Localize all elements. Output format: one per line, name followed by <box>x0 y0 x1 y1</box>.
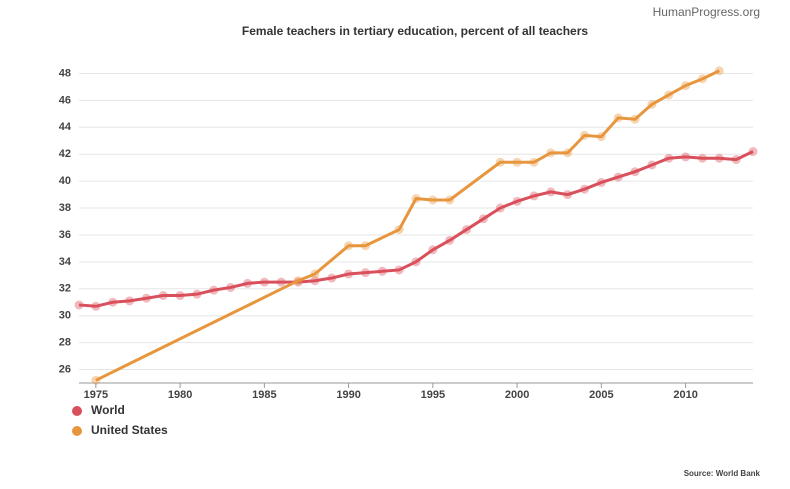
y-tick-label: 34 <box>59 256 72 268</box>
point <box>377 266 387 276</box>
point <box>125 296 135 306</box>
x-tick-label: 1990 <box>336 389 360 401</box>
point <box>512 157 522 167</box>
legend-label: World <box>91 403 125 417</box>
point <box>108 297 118 307</box>
point <box>310 269 320 279</box>
x-tick-label: 2000 <box>505 389 529 401</box>
point <box>714 66 724 76</box>
point <box>411 194 421 204</box>
point <box>563 190 573 200</box>
legend-swatch <box>72 426 82 436</box>
point <box>546 187 556 197</box>
point <box>731 155 741 165</box>
point <box>344 241 354 251</box>
x-tick-label: 2010 <box>673 389 697 401</box>
point <box>394 265 404 275</box>
point <box>445 235 455 245</box>
point <box>697 74 707 84</box>
point <box>630 114 640 124</box>
point <box>529 157 539 167</box>
point <box>360 241 370 251</box>
point <box>259 277 269 287</box>
watermark: HumanProgress.org <box>653 5 760 19</box>
point <box>293 276 303 286</box>
point <box>327 273 337 283</box>
point <box>344 269 354 279</box>
point <box>462 225 472 235</box>
point <box>428 245 438 255</box>
legend-label: United States <box>91 423 168 437</box>
point <box>714 153 724 163</box>
point <box>175 291 185 301</box>
point <box>360 268 370 278</box>
point <box>546 148 556 158</box>
x-tick-label: 1980 <box>168 389 192 401</box>
x-tick-label: 1995 <box>421 389 445 401</box>
point <box>580 130 589 140</box>
point <box>226 282 236 292</box>
point <box>411 257 421 267</box>
point <box>478 214 488 224</box>
point <box>647 160 657 170</box>
point <box>74 300 84 310</box>
y-tick-label: 38 <box>59 202 71 214</box>
point <box>445 195 455 205</box>
y-tick-label: 42 <box>59 148 71 160</box>
y-tick-label: 26 <box>59 363 71 375</box>
point <box>495 203 505 213</box>
point <box>748 147 758 157</box>
series-line <box>95 69 720 382</box>
point <box>664 153 674 163</box>
point <box>428 195 438 205</box>
y-tick-label: 48 <box>59 67 71 79</box>
point <box>276 277 286 287</box>
point <box>664 90 674 100</box>
y-tick-label: 32 <box>59 283 71 295</box>
point <box>529 191 539 201</box>
y-tick-label: 30 <box>59 310 71 322</box>
y-tick-label: 44 <box>59 121 72 133</box>
point <box>91 375 101 385</box>
x-tick-label: 1975 <box>84 389 108 401</box>
legend-swatch <box>72 406 82 416</box>
point <box>630 167 640 177</box>
chart-title: Female teachers in tertiary education, p… <box>242 24 588 38</box>
point <box>158 291 168 301</box>
point <box>580 184 589 194</box>
point <box>596 132 606 142</box>
point <box>681 81 691 91</box>
y-tick-label: 36 <box>59 229 71 241</box>
x-tick-label: 2005 <box>589 389 613 401</box>
point <box>394 225 404 235</box>
source: Source: World Bank <box>684 469 761 478</box>
point <box>681 152 691 162</box>
point <box>563 148 573 158</box>
point <box>243 278 252 288</box>
series-line <box>78 150 754 308</box>
point <box>192 289 202 299</box>
point <box>141 293 151 303</box>
point <box>613 113 623 123</box>
point <box>91 301 101 311</box>
y-tick-label: 46 <box>59 94 71 106</box>
point <box>512 196 522 206</box>
point <box>613 172 623 182</box>
point <box>647 99 657 109</box>
point <box>495 157 505 167</box>
x-tick-label: 1985 <box>252 389 276 401</box>
point <box>697 153 707 163</box>
point <box>209 285 219 295</box>
y-tick-label: 28 <box>59 337 71 349</box>
point <box>596 177 606 187</box>
point <box>310 276 320 286</box>
y-tick-label: 40 <box>59 175 71 187</box>
